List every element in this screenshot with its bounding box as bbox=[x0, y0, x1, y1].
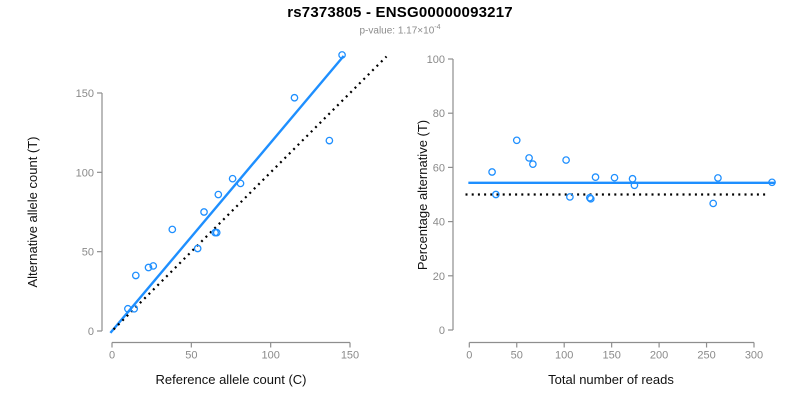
data-point bbox=[630, 181, 639, 190]
data-point bbox=[628, 174, 637, 183]
x-tick-label: 100 bbox=[261, 350, 279, 362]
x-tick-label: 50 bbox=[185, 350, 197, 362]
y-tick-label: 80 bbox=[433, 108, 445, 120]
x-tick-label: 0 bbox=[466, 350, 472, 362]
data-point bbox=[492, 190, 500, 199]
x-tick-label: 200 bbox=[650, 350, 668, 362]
data-point bbox=[566, 193, 574, 201]
data-point bbox=[768, 178, 776, 187]
data-point bbox=[131, 271, 140, 280]
y-tick-label: 100 bbox=[427, 54, 445, 66]
data-point bbox=[325, 136, 334, 145]
y-tick-label: 100 bbox=[76, 167, 94, 179]
x-tick-label: 250 bbox=[697, 350, 715, 362]
x-tick-label: 50 bbox=[511, 350, 523, 362]
y-axis-title: Percentage alternative (T) bbox=[415, 120, 430, 270]
data-point bbox=[586, 194, 595, 203]
x-tick-label: 300 bbox=[745, 350, 763, 362]
y-tick-label: 150 bbox=[76, 88, 94, 100]
data-point bbox=[193, 244, 202, 253]
y-tick-label: 60 bbox=[433, 162, 445, 174]
data-point bbox=[525, 154, 533, 162]
y-tick-label: 20 bbox=[433, 271, 445, 283]
x-axis-title: Reference allele count (C) bbox=[155, 372, 306, 387]
data-point bbox=[714, 174, 722, 182]
y-tick-label: 50 bbox=[82, 247, 94, 259]
data-point bbox=[610, 173, 619, 182]
data-point bbox=[228, 174, 237, 183]
data-point bbox=[236, 179, 245, 188]
y-tick-label: 0 bbox=[88, 326, 94, 338]
data-point bbox=[585, 193, 594, 202]
y-tick-label: 0 bbox=[439, 325, 445, 337]
data-point bbox=[214, 190, 223, 199]
data-point bbox=[591, 173, 600, 182]
data-point bbox=[709, 199, 718, 208]
data-point bbox=[488, 168, 496, 176]
y-axis-title: Alternative allele count (T) bbox=[25, 136, 40, 287]
data-point bbox=[212, 228, 221, 237]
x-tick-label: 150 bbox=[341, 350, 359, 362]
data-point bbox=[562, 156, 570, 164]
data-point bbox=[290, 93, 299, 102]
x-tick-label: 150 bbox=[602, 350, 620, 362]
x-axis-title: Total number of reads bbox=[548, 372, 674, 387]
y-tick-label: 40 bbox=[433, 217, 445, 229]
data-point bbox=[149, 262, 158, 270]
x-tick-label: 100 bbox=[555, 350, 573, 362]
identity-line bbox=[112, 55, 388, 331]
data-point bbox=[130, 304, 139, 313]
data-point bbox=[144, 263, 153, 272]
data-point bbox=[512, 136, 521, 145]
data-point bbox=[200, 208, 208, 216]
regression-line bbox=[109, 55, 345, 334]
data-point bbox=[529, 160, 537, 168]
data-point bbox=[338, 51, 346, 59]
x-tick-label: 0 bbox=[109, 350, 115, 362]
data-point bbox=[168, 225, 177, 234]
